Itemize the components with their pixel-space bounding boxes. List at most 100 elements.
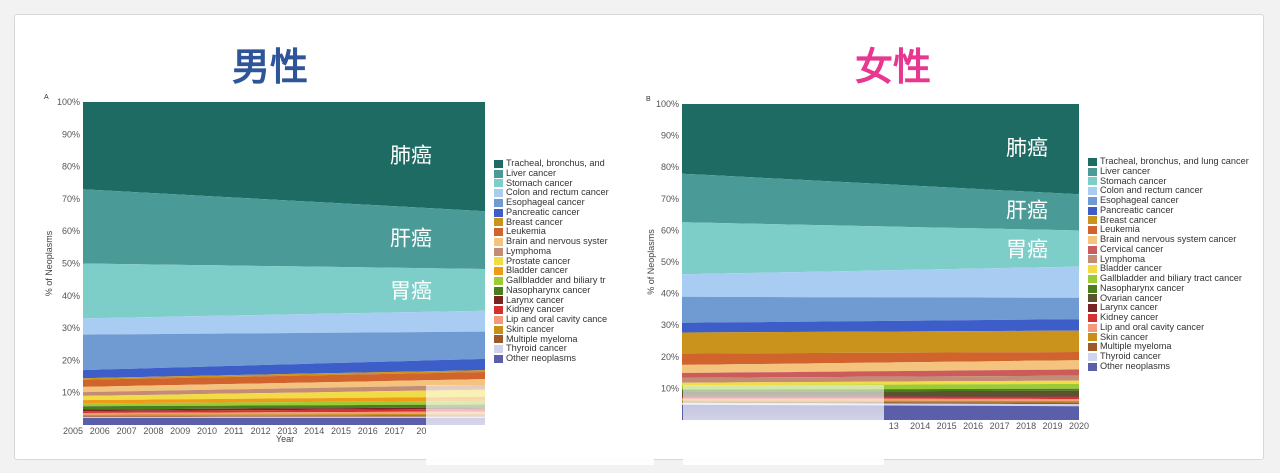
area-larynx-cancer [83,407,485,412]
area-lymphoma [83,384,485,396]
legend-label: Gallbladder and biliary tr [506,275,606,285]
legend-swatch [1088,167,1097,176]
x-tick-label: 2019 [1043,421,1063,431]
y-tick-label: 100% [57,97,80,107]
legend-swatch [494,257,503,266]
legend-item: Stomach cancer [494,178,610,189]
y-axis-label: % of Neoplasms [646,229,656,295]
y-tick-label: 100% [656,99,679,109]
legend-label: Thyroid cancer [1100,351,1161,361]
legend-item: Ovarian cancer [1088,293,1253,304]
area-liver-cancer [83,189,485,269]
y-tick-label: 90% [661,131,679,141]
legend-item: Stomach cancer [1088,175,1253,187]
legend-item: Esophageal cancer [494,197,610,208]
legend-label: Kidney cancer [1100,312,1159,322]
legend-item: Lymphoma [1088,254,1253,265]
x-tick-label: 2012 [251,426,271,436]
legend-swatch [494,306,503,315]
legend-item: Brain and nervous system cancer [1088,234,1253,245]
legend-item: Thyroid cancer [1088,351,1253,362]
legend-swatch [494,169,503,178]
legend-label: Larynx cancer [506,294,564,305]
legend-item: Larynx cancer [494,294,610,306]
legend-item: Lymphoma [494,246,610,257]
x-tick-label: 2013 [277,426,297,436]
legend-label: Liver cancer [1100,165,1151,176]
legend-item: Leukemia [1088,224,1253,235]
legend-swatch [1088,235,1097,244]
legend-item: Breast cancer [494,217,610,228]
legend-swatch [494,286,503,295]
legend-swatch [494,247,503,256]
legend-label: Lip and oral cavity cancer [1100,321,1205,332]
area-tracheal-bronchus-and [83,102,485,212]
legend-item: Larynx cancer [1088,302,1253,313]
legend-label: Esophageal cancer [506,197,585,207]
legend-label: Pancreatic cancer [506,206,580,217]
legend-swatch [1088,255,1097,264]
legend-swatch [1088,294,1097,303]
legend-item: Skin cancer [1088,332,1253,343]
legend-label: Lip and oral cavity cance [506,314,608,324]
legend-swatch [494,159,503,168]
area-leukemia [682,352,1079,365]
legend-swatch [494,335,503,344]
area-bladder-cancer [682,380,1079,386]
legend-item: Other neoplasms [494,353,610,364]
y-tick-label: 60% [62,226,80,236]
legend-item: Other neoplasms [1088,361,1253,372]
legend-label: Larynx cancer [1100,302,1158,313]
area-lip-and-oral-cavity-cance [83,411,485,415]
legend-label: Multiple myeloma [506,333,578,344]
legend-label: Colon and rectum cancer [1100,185,1203,196]
legend-label: Brain and nervous syster [506,236,608,246]
x-tick-label: 2015 [937,421,957,431]
legend-swatch [1088,187,1097,196]
legend-item: Tracheal, bronchus, and lung cancer [1088,157,1253,167]
legend-swatch [1088,157,1097,166]
y-tick-label: 30% [62,323,80,333]
legend-label: Nasopharynx cancer [1100,282,1185,293]
area-prostate-cancer [83,389,485,401]
legend-item: Lip and oral cavity cance [494,314,610,325]
legend-label: Leukemia [506,226,546,237]
area-other-neoplasms [83,417,485,425]
band-annotation: 肺癌 [390,143,432,167]
legend-label: Cervical cancer [1100,243,1164,254]
legend-label: Other neoplasms [506,353,576,363]
area-colon-and-rectum-cancer [682,266,1079,298]
y-tick-label: 80% [62,162,80,172]
legend-label: Stomach cancer [1100,175,1167,186]
area-skin-cancer [83,413,485,416]
legend-swatch [494,237,503,246]
area-colon-and-rectum-cancer [83,310,485,335]
x-tick-label: 2016 [963,421,983,431]
legend-swatch [494,179,503,188]
x-tick-label: 2008 [143,426,163,436]
x-tick-label: 2006 [90,426,110,436]
legend-swatch [494,296,503,305]
legend-item: Nasopharynx cancer [494,284,610,296]
y-tick-label: 30% [661,320,679,330]
y-tick-label: 40% [661,289,679,299]
legend-label: Prostate cancer [506,255,571,266]
panel-tag: A [44,94,49,101]
legend-label: Nasopharynx cancer [506,284,591,295]
blurred-overlay-left [426,385,654,465]
legend-label: Kidney cancer [506,304,565,315]
y-axis-label: % of Neoplasms [44,230,54,296]
legend-item: Multiple myeloma [494,333,610,345]
band-annotation: 胃癌 [390,279,432,303]
legend-swatch [494,208,503,217]
area-lymphoma [682,375,1079,383]
legend-swatch [494,276,503,285]
area-kidney-cancer [83,408,485,413]
legend-swatch [1088,196,1097,205]
legend-swatch [1088,304,1097,313]
x-tick-label: 2020 [1069,421,1089,431]
legend-swatch [494,228,503,237]
legend-swatch [494,315,503,324]
male-area-chart: 10% 20% 30% 40% 50% 60% 70% 80% 90% 100% 2005 2006 2… [44,94,485,444]
y-tick-label: 50% [661,257,679,267]
